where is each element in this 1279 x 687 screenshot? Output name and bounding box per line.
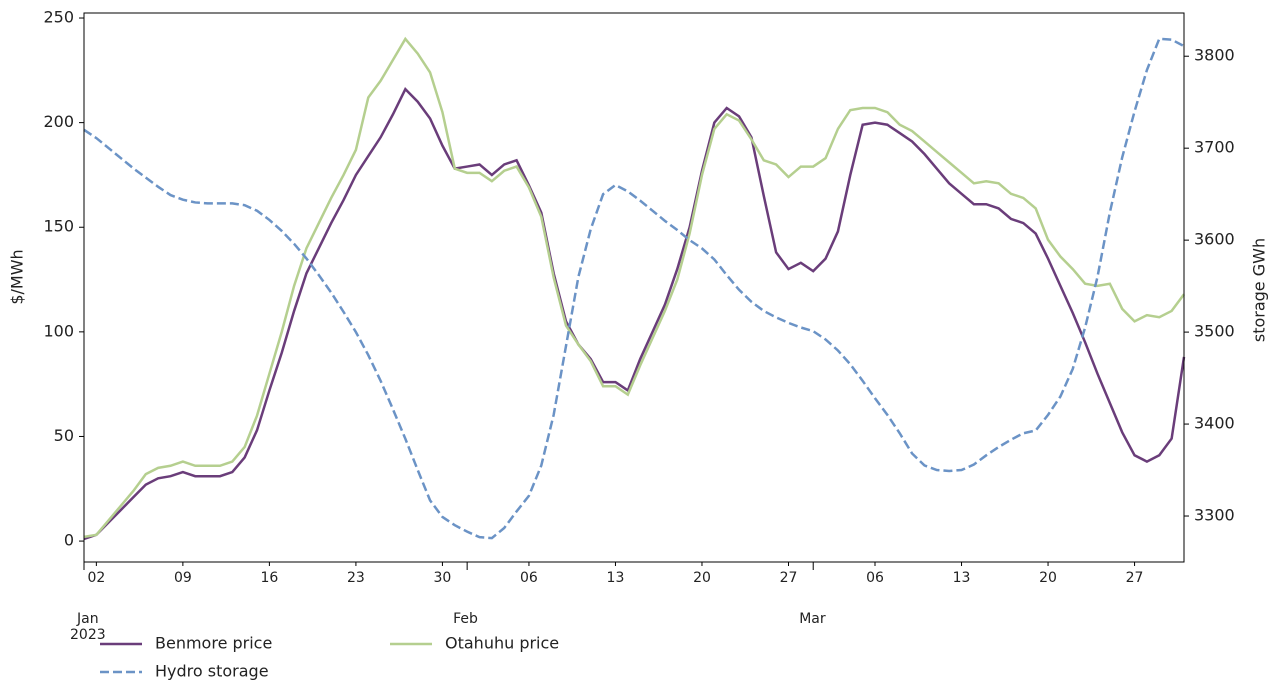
y2-tick-label: 3500 [1194,322,1235,341]
x-tick-label: 13 [607,570,625,586]
x-tick-label: 20 [1039,570,1057,586]
x-tick-label: 13 [953,570,971,586]
legend-label: Otahuhu price [445,634,559,653]
y2-tick-label: 3400 [1194,414,1235,433]
y2-axis-label: storage GWh [1250,238,1269,342]
y2-tick-label: 3700 [1194,138,1235,157]
y2-tick-label: 3600 [1194,230,1235,249]
x-tick-label: 16 [260,570,278,586]
y-tick-label: 150 [43,217,74,236]
x-major-label: Jan 2023 [70,611,106,643]
x-tick-label: 02 [87,570,105,586]
plot-frame [83,12,1185,563]
legend-label: Hydro storage [155,662,269,681]
series-line [83,36,1186,539]
series-line [83,87,1186,541]
y-tick-label: 200 [43,112,74,131]
y-tick-label: 0 [64,531,74,550]
y-axis-label: $/MWh [8,249,27,304]
y2-tick-label: 3800 [1194,46,1235,65]
y-tick-label: 50 [54,426,74,445]
x-tick-label: 30 [434,570,452,586]
y-tick-label: 100 [43,321,74,340]
x-tick-label: 23 [347,570,365,586]
x-tick-label: 06 [520,570,538,586]
x-major-label: Feb [453,611,478,627]
x-tick-label: 27 [780,570,798,586]
x-tick-label: 20 [693,570,711,586]
y2-tick-label: 3300 [1194,506,1235,525]
x-tick-label: 27 [1126,570,1144,586]
series-line [83,37,1185,540]
legend-label: Benmore price [155,634,272,653]
y-tick-label: 250 [43,8,74,27]
x-major-label: Mar [799,611,826,627]
x-tick-label: 06 [866,570,884,586]
x-tick-label: 09 [174,570,192,586]
